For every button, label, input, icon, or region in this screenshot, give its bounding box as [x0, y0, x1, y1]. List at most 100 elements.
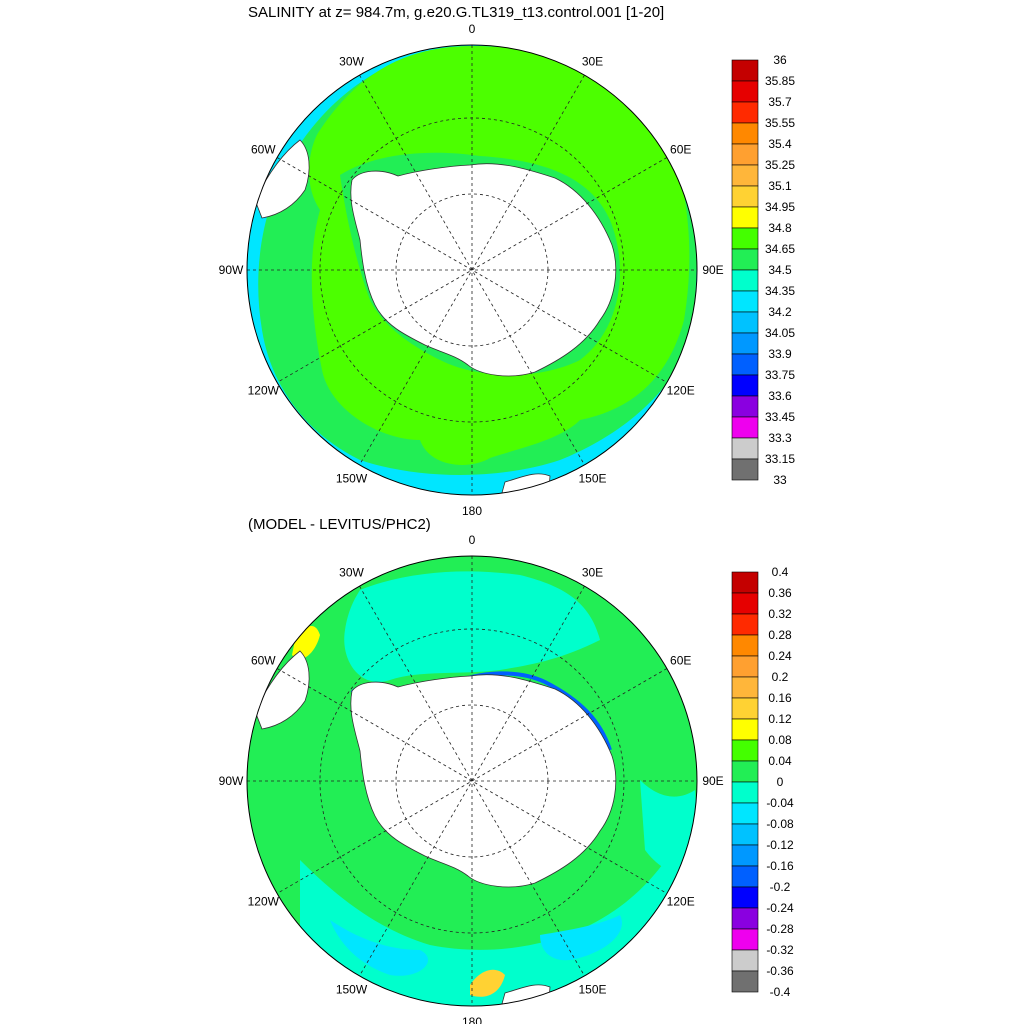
- top-colorbar-label-2: 35.7: [768, 95, 792, 109]
- bottom-lon-label-11: 30W: [339, 565, 364, 579]
- bottom-colorbar-swatch-10: [731, 781, 759, 804]
- bottom-colorbar-label-19: -0.36: [766, 964, 794, 978]
- bottom-colorbar-swatch-7: [731, 718, 759, 741]
- bottom-lon-label-9: 90W: [219, 774, 244, 788]
- top-south-america-tip: [254, 139, 310, 219]
- bottom-colorbar-swatch-6: [731, 697, 759, 720]
- bottom-colorbar-swatch-17: [731, 928, 759, 951]
- top-lon-label-9: 90W: [219, 263, 244, 277]
- bottom-ocean-positive-patch: [470, 969, 505, 997]
- top-colorbar-label-0: 36: [773, 53, 787, 67]
- top-colorbar-label-6: 35.1: [768, 179, 792, 193]
- bottom-colorbar-swatch-1: [731, 592, 759, 615]
- bottom-colorbar-swatch-3: [731, 634, 759, 657]
- top-colorbar: 36 35.85 35.7 35.55 35.4 35.25 35.1 34.95 34.8 34…: [731, 53, 795, 487]
- top-colorbar-label-7: 34.95: [765, 200, 795, 214]
- bottom-colorbar-label-7: 0.12: [768, 712, 792, 726]
- top-colorbar-label-15: 33.75: [765, 368, 795, 382]
- bottom-lon-label-3: 90E: [702, 774, 723, 788]
- bottom-colorbar-swatch-11: [731, 802, 759, 825]
- top-colorbar-label-19: 33.15: [765, 452, 795, 466]
- bottom-colorbar-label-17: -0.28: [766, 922, 794, 936]
- top-colorbar-label-17: 33.45: [765, 410, 795, 424]
- top-colorbar-label-4: 35.4: [768, 137, 792, 151]
- top-colorbar-swatch-3: [731, 122, 759, 145]
- top-lon-label-11: 30W: [339, 54, 364, 68]
- top-lon-label-1: 30E: [582, 54, 603, 68]
- bottom-colorbar-label-3: 0.28: [768, 628, 792, 642]
- bottom-colorbar-label-18: -0.32: [766, 943, 794, 957]
- top-colorbar-swatch-4: [731, 143, 759, 166]
- top-colorbar-label-10: 34.5: [768, 263, 792, 277]
- top-colorbar-swatch-6: [731, 185, 759, 208]
- bottom-colorbar-swatch-9: [731, 760, 759, 783]
- top-colorbar-label-18: 33.3: [768, 431, 792, 445]
- bottom-colorbar-label-10: 0: [777, 775, 784, 789]
- bottom-lon-label-2: 60E: [670, 654, 691, 668]
- bottom-colorbar-swatch-15: [731, 886, 759, 909]
- bottom-colorbar-label-0: 0.4: [772, 565, 789, 579]
- top-colorbar-label-16: 33.6: [768, 389, 792, 403]
- top-colorbar-label-5: 35.25: [765, 158, 795, 172]
- bottom-colorbar-swatch-13: [731, 844, 759, 867]
- bottom-lon-label-4: 120E: [667, 895, 695, 909]
- bottom-colorbar-swatch-4: [731, 655, 759, 678]
- top-colorbar-swatch-0: [731, 59, 759, 82]
- top-colorbar-swatch-15: [731, 374, 759, 397]
- bottom-colorbar-swatch-18: [731, 949, 759, 972]
- bottom-ocean-negative-north: [344, 571, 600, 682]
- top-colorbar-label-9: 34.65: [765, 242, 795, 256]
- top-colorbar-label-14: 33.9: [768, 347, 792, 361]
- bottom-colorbar-label-4: 0.24: [768, 649, 792, 663]
- bottom-ocean-positive-patch-2: [292, 625, 320, 659]
- bottom-graticule: [247, 556, 697, 1006]
- bottom-colorbar-swatch-5: [731, 676, 759, 699]
- bottom-colorbar-label-8: 0.08: [768, 733, 792, 747]
- bottom-colorbar-label-16: -0.24: [766, 901, 794, 915]
- top-colorbar-swatch-7: [731, 206, 759, 229]
- bottom-longitude-labels: 0 30E 60E 90E 120E 150E 180 150W 120W 90W 60W 30W: [219, 533, 724, 1024]
- top-colorbar-swatch-2: [731, 101, 759, 124]
- bottom-colorbar-label-14: -0.16: [766, 859, 794, 873]
- top-colorbar-swatch-8: [731, 227, 759, 250]
- bottom-ocean-patch-blue: [330, 920, 429, 976]
- top-colorbar-label-12: 34.2: [768, 305, 792, 319]
- top-lon-label-7: 150W: [336, 472, 368, 486]
- top-colorbar-label-1: 35.85: [765, 74, 795, 88]
- bottom-colorbar-label-6: 0.16: [768, 691, 792, 705]
- top-colorbar-swatch-17: [731, 416, 759, 439]
- bottom-south-america-tip: [254, 650, 310, 730]
- bottom-lon-label-1: 30E: [582, 565, 603, 579]
- bottom-ocean-patch-blue-2: [540, 915, 622, 961]
- bottom-colorbar-label-9: 0.04: [768, 754, 792, 768]
- top-lon-label-10: 60W: [251, 143, 276, 157]
- bottom-colorbar-swatch-2: [731, 613, 759, 636]
- top-colorbar-swatch-11: [731, 290, 759, 313]
- bottom-lon-label-7: 150W: [336, 983, 368, 997]
- top-colorbar-label-8: 34.8: [768, 221, 792, 235]
- top-colorbar-swatch-9: [731, 248, 759, 271]
- bottom-colorbar-label-13: -0.12: [766, 838, 794, 852]
- bottom-colorbar-swatch-0: [731, 571, 759, 594]
- top-colorbar-swatch-16: [731, 395, 759, 418]
- bottom-colorbar-label-15: -0.2: [770, 880, 791, 894]
- top-lon-label-4: 120E: [667, 384, 695, 398]
- top-lon-label-3: 90E: [702, 263, 723, 277]
- top-lon-label-2: 60E: [670, 143, 691, 157]
- bottom-colorbar-label-20: -0.4: [770, 985, 791, 999]
- top-colorbar-swatch-1: [731, 80, 759, 103]
- top-map-title: SALINITY at z= 984.7m, g.e20.G.TL319_t13…: [248, 4, 665, 21]
- bottom-lon-label-0: 0: [469, 533, 476, 547]
- top-lon-label-8: 120W: [248, 384, 280, 398]
- bottom-colorbar-label-11: -0.04: [766, 796, 794, 810]
- top-polar-map: 0 30E 60E 90E 120E 150E 180 150W 120W 90W 60W 30W: [219, 22, 724, 518]
- bottom-lon-label-8: 120W: [248, 895, 280, 909]
- bottom-ocean-negative-east: [640, 780, 697, 874]
- bottom-colorbar-swatch-16: [731, 907, 759, 930]
- bottom-lon-label-10: 60W: [251, 654, 276, 668]
- bottom-colorbar-label-12: -0.08: [766, 817, 794, 831]
- top-colorbar-swatch-12: [731, 311, 759, 334]
- top-colorbar-label-3: 35.55: [765, 116, 795, 130]
- bottom-colorbar-label-2: 0.32: [768, 607, 792, 621]
